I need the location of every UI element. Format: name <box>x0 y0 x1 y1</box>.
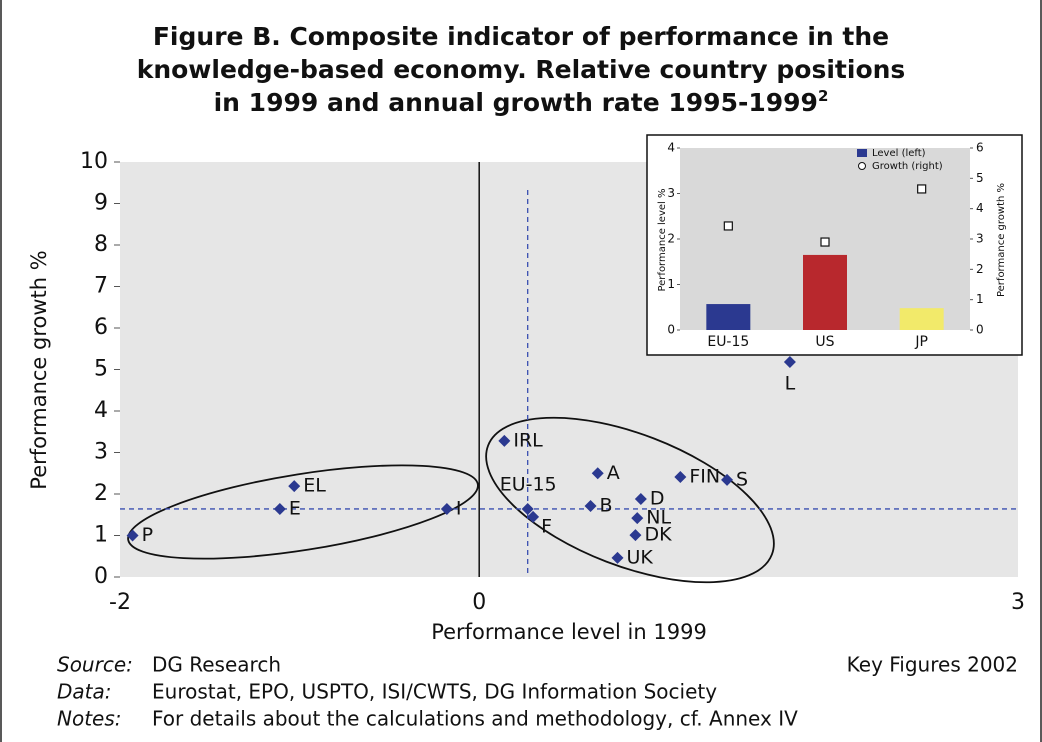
point <box>584 500 597 513</box>
point <box>611 551 624 564</box>
point <box>591 467 604 480</box>
y-axis-label: Performance growth % <box>27 250 51 489</box>
bar <box>899 308 944 330</box>
x-tick-label: -2 <box>109 590 131 615</box>
point <box>498 434 511 447</box>
x-tick-label: 0 <box>472 590 486 615</box>
footer-label: Data: <box>57 680 112 704</box>
point-label: S <box>736 468 748 490</box>
point-label: UK <box>626 546 653 568</box>
y-axis-label: Performance level % <box>657 188 668 291</box>
point <box>629 529 642 542</box>
chart-title: in 1999 and annual growth rate 1995-1999… <box>214 87 829 118</box>
point <box>521 502 534 515</box>
growth-marker <box>723 221 733 231</box>
chart-title: knowledge-based economy. Relative countr… <box>137 55 906 84</box>
point-label: DK <box>644 524 672 546</box>
y-tick-label: 1 <box>94 523 108 548</box>
y2-tick-label: 1 <box>976 292 984 306</box>
footer-text: Eurostat, EPO, USPTO, ISI/CWTS, DG Infor… <box>152 680 717 704</box>
point-label: FIN <box>689 465 720 487</box>
y2-tick-label: 6 <box>976 141 984 155</box>
y-tick-label: 3 <box>667 186 675 200</box>
legend-label: Growth (right) <box>872 161 943 172</box>
x-tick-label: EU-15 <box>707 334 749 350</box>
y2-tick-label: 0 <box>976 323 984 337</box>
y-tick-label: 8 <box>94 232 108 257</box>
x-tick-label: 3 <box>1011 590 1025 615</box>
footer-label: Notes: <box>57 707 122 731</box>
point-label: L <box>785 373 796 395</box>
growth-marker <box>917 184 927 194</box>
legend-swatch <box>858 162 866 170</box>
point <box>674 470 687 483</box>
point <box>721 473 734 486</box>
point-label: A <box>607 462 620 484</box>
point-label: D <box>650 487 665 509</box>
x-axis-label: Performance level in 1999 <box>431 620 707 644</box>
point <box>527 510 540 523</box>
footer-label: Source: <box>57 653 133 677</box>
title-footnote: 2 <box>818 87 828 105</box>
point-label: NL <box>646 507 671 529</box>
y-tick-label: 3 <box>94 440 108 465</box>
y-tick-label: 9 <box>94 191 108 216</box>
footer-text: DG Research <box>152 653 281 677</box>
y2-tick-label: 5 <box>976 171 984 185</box>
bar <box>706 304 751 330</box>
y-tick-label: 0 <box>667 323 675 337</box>
x-tick-label: US <box>815 334 834 350</box>
bar <box>803 254 847 330</box>
publication: Key Figures 2002 <box>847 653 1018 677</box>
point-label: IRL <box>513 429 543 451</box>
point <box>440 502 453 515</box>
y-tick-label: 6 <box>94 315 108 340</box>
y-tick-label: 1 <box>667 277 675 291</box>
point <box>783 356 796 369</box>
y-tick-label: 2 <box>667 232 675 246</box>
point <box>634 492 647 505</box>
footer-text: For details about the calculations and m… <box>152 707 798 731</box>
point <box>126 529 139 542</box>
y2-tick-label: 4 <box>976 201 984 215</box>
y-tick-label: 10 <box>80 149 108 174</box>
y2-tick-label: 3 <box>976 232 984 246</box>
cluster-ellipse <box>127 464 479 560</box>
chart-title: Figure B. Composite indicator of perform… <box>153 22 889 51</box>
point-label: I <box>456 497 462 519</box>
point-label: B <box>600 495 613 517</box>
point-label: F <box>541 515 552 537</box>
y-tick-label: 4 <box>94 398 108 423</box>
point-label: E <box>289 497 301 519</box>
point <box>273 502 286 515</box>
y-tick-label: 2 <box>94 481 108 506</box>
y-tick-label: 4 <box>667 141 675 155</box>
y2-tick-label: 2 <box>976 262 984 276</box>
point <box>288 480 301 493</box>
y-tick-label: 0 <box>94 564 108 589</box>
inset-chart: 0 1 2 3 4 0 1 2 3 4 5 6 Performance level % Performan… <box>646 134 1023 356</box>
point-label: EU-15 <box>500 473 557 495</box>
growth-marker <box>820 237 830 247</box>
y-tick-label: 7 <box>94 274 108 299</box>
cluster-ellipse <box>485 416 775 584</box>
x-tick-label: JP <box>914 334 928 350</box>
y2-axis-label: Performance growth % <box>996 183 1007 297</box>
point-label: EL <box>303 475 326 497</box>
point <box>631 512 644 525</box>
legend-label: Level (left) <box>872 148 926 159</box>
y-tick-label: 5 <box>94 357 108 382</box>
point-label: P <box>142 524 153 546</box>
legend-swatch <box>857 149 867 157</box>
